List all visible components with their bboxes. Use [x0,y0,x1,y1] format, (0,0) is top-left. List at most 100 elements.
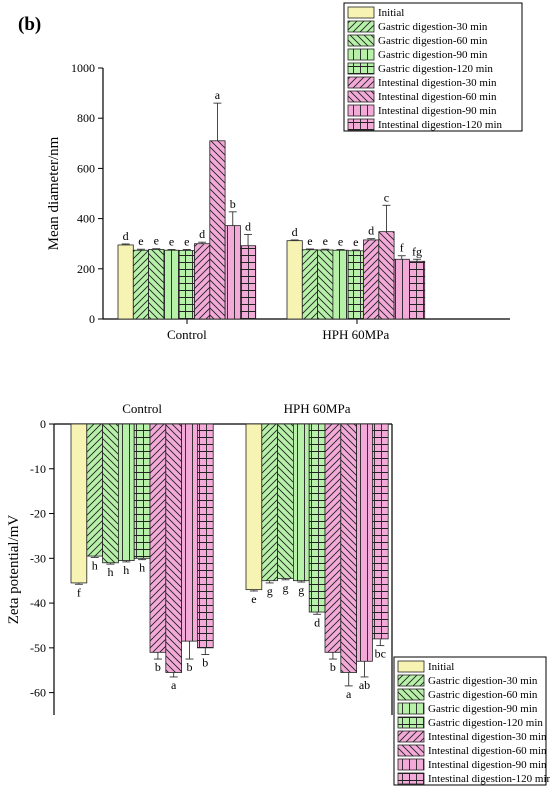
y-tick-label: -30 [30,551,46,565]
bar [408,260,426,320]
bar [132,249,150,320]
significance-letter: d [123,229,129,243]
legend-entry: Gastric digestion-120 min [428,717,543,729]
legend-swatch [347,90,375,103]
y-axis-label: Mean diameter/nm [46,136,62,250]
legend-entry: Gastric digestion-120 min [378,63,493,75]
bar [356,423,373,662]
y-tick-label: 600 [77,161,95,175]
significance-letter: e [338,234,343,248]
bar [102,423,119,564]
bar [163,249,180,320]
bar [378,231,395,320]
y-tick-label: 1000 [71,61,95,75]
bar [332,249,349,320]
legend-entry: Gastric digestion-60 min [428,689,538,701]
y-tick-label: -50 [30,641,46,655]
legend-entry: Initial [428,661,454,673]
bar [363,239,380,320]
significance-letter: e [169,234,174,248]
significance-letter: g [298,583,304,597]
significance-letter: h [123,563,129,577]
legend-swatch [397,702,425,715]
significance-letter: h [108,565,114,579]
significance-letter: ab [359,678,370,692]
significance-letter: b [155,660,161,674]
y-tick-label: 800 [77,111,95,125]
bar [133,423,151,559]
y-tick-label: -10 [30,462,46,476]
bar [347,250,364,320]
legend-swatch [397,674,425,687]
bar [371,423,389,640]
significance-letter: bc [375,647,386,661]
bar [224,225,241,320]
significance-letter: b [187,660,193,674]
legend-entry: Intestinal digestion-120 min [378,119,503,131]
legend-entry: Intestinal digestion-30 min [378,77,497,89]
legend-entry: Gastric digestion-90 min [378,49,488,61]
bar [308,423,326,613]
bar [196,423,214,649]
legend-swatch [347,118,375,131]
legend-entry: Intestinal digestion-30 min [428,731,547,743]
bar [340,423,357,673]
significance-letter: a [215,88,221,102]
bar [165,423,183,673]
legend-entry: Gastric digestion-90 min [428,703,538,715]
bar [118,423,135,561]
legend-top: Initial Gastric digestion-30 min Gastric d… [343,2,523,132]
legend-bottom: Initial Gastric digestion-30 min Gastric d… [393,656,550,786]
bar [209,140,226,320]
legend-swatch [397,716,425,729]
significance-letter: e [353,235,358,249]
significance-letter: f [77,585,81,599]
significance-letter: e [154,234,159,248]
significance-letter: h [139,561,145,575]
x-category-label: HPH 60MPa [322,327,389,342]
bar [70,423,88,584]
y-tick-label: -20 [30,507,46,521]
legend-swatch [397,744,425,757]
legend-entry: Gastric digestion-60 min [378,35,488,47]
legend-swatch [347,62,375,75]
bar [86,423,104,557]
legend-swatch [347,20,375,33]
bar [239,245,257,320]
x-category-label: Control [167,327,207,342]
bar [194,243,211,320]
bar [301,249,318,320]
bar [277,423,294,579]
bar [117,244,134,320]
bar [181,423,198,642]
legend-swatch [347,34,375,47]
significance-letter: b [230,197,236,211]
y-tick-label: 200 [77,262,95,276]
bar [393,258,410,320]
significance-letter: a [171,678,177,692]
significance-letter: g [267,584,273,598]
legend-swatch [397,660,425,673]
significance-letter: d [314,615,320,629]
y-tick-label: 400 [77,212,95,226]
significance-letter: e [323,234,328,248]
legend-swatch [347,76,375,89]
bar [245,423,263,591]
significance-letter: e [251,592,256,606]
legend-entry: Intestinal digestion-120 min [428,773,550,785]
significance-letter: e [138,234,143,248]
significance-letter: g [283,581,289,595]
significance-letter: f [400,241,404,255]
significance-letter: a [346,687,352,701]
significance-letter: b [202,656,208,670]
legend-entry: Initial [378,7,404,19]
legend-entry: Intestinal digestion-90 min [428,759,547,771]
legend-entry: Gastric digestion-30 min [428,675,538,687]
significance-letter: d [292,225,298,239]
panel-label: (b) [18,14,41,35]
x-category-label: Control [122,401,162,416]
legend-entry: Gastric digestion-30 min [378,21,488,33]
legend-entry: Intestinal digestion-90 min [378,105,497,117]
significance-letter: d [245,219,251,233]
